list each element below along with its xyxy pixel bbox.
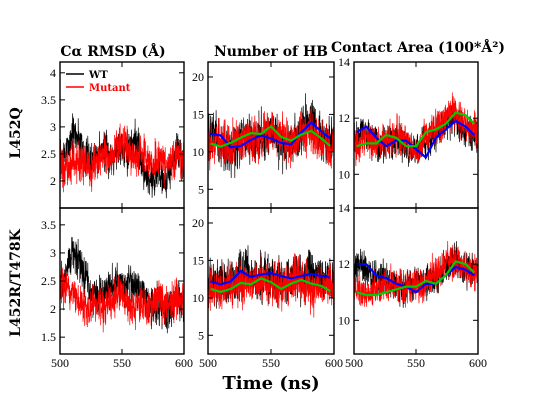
plot-area-2 bbox=[354, 92, 478, 167]
x-tick-label: 550 bbox=[262, 356, 280, 370]
x-tick-label: 500 bbox=[345, 356, 363, 370]
series-mutant-smooth bbox=[210, 125, 331, 148]
column-title-rmsd: Cα RMSD (Å) bbox=[60, 42, 165, 60]
plot-area-1 bbox=[208, 93, 334, 179]
y-tick-label: 3.5 bbox=[41, 218, 56, 232]
y-tick-label: 15 bbox=[192, 107, 204, 121]
y-tick-label: 3.5 bbox=[41, 93, 56, 107]
y-tick-label: 12 bbox=[338, 111, 350, 125]
y-tick-label: 12 bbox=[338, 257, 350, 271]
plot-area-4 bbox=[208, 245, 334, 318]
y-tick-label: 20 bbox=[192, 216, 204, 230]
y-tick-label: 14 bbox=[338, 201, 350, 215]
y-tick-label: 10 bbox=[192, 145, 204, 159]
panel-0: 2 2.5 3 3.5 4 WT Mutant bbox=[41, 61, 185, 209]
x-tick-label: 550 bbox=[407, 356, 425, 370]
row-label-l452q: L452Q bbox=[8, 107, 24, 158]
series-wt-smooth bbox=[210, 269, 331, 286]
y-tick-label: 10 bbox=[192, 291, 204, 305]
panel-4: 5 10 15 20 500 550 600 bbox=[192, 207, 343, 370]
y-tick-label: 2.5 bbox=[41, 147, 56, 161]
series-mutant-smooth bbox=[356, 111, 476, 148]
legend-label-wt: WT bbox=[88, 70, 108, 81]
x-axis-label: Time (ns) bbox=[222, 373, 319, 394]
y-tick-label: 1.5 bbox=[41, 330, 56, 344]
panels-group: 2 2.5 3 3.5 4 WT Mutant 5 10 15 20 10 12 14 1.5 2 2.5 3 3.… bbox=[41, 55, 487, 370]
column-title-contact-area: Contact Area (100*Å²) bbox=[331, 38, 505, 56]
series-mutant-trace bbox=[354, 92, 478, 167]
y-tick-label: 20 bbox=[192, 70, 204, 84]
series-mutant-smooth bbox=[210, 277, 331, 293]
y-tick-label: 5 bbox=[198, 328, 204, 342]
series-wt-smooth bbox=[210, 121, 331, 149]
y-tick-label: 10 bbox=[338, 313, 350, 327]
y-tick-label: 2.5 bbox=[41, 274, 56, 288]
x-tick-label: 550 bbox=[113, 356, 131, 370]
panel-2: 10 12 14 bbox=[338, 55, 479, 209]
x-tick-label: 500 bbox=[199, 356, 217, 370]
series-mutant-trace bbox=[60, 123, 184, 193]
plot-area-3 bbox=[60, 237, 184, 334]
x-tick-label: 600 bbox=[469, 356, 487, 370]
series-wt-trace bbox=[60, 237, 184, 334]
y-tick-label: 15 bbox=[192, 253, 204, 267]
panel-5: 10 12 14 500 550 600 bbox=[338, 201, 487, 370]
y-tick-label: 3 bbox=[50, 120, 56, 134]
series-wt-smooth bbox=[355, 119, 476, 159]
y-tick-label: 14 bbox=[338, 55, 350, 69]
panel-3: 1.5 2 2.5 3 3.5 500 550 600 bbox=[41, 207, 193, 370]
y-tick-label: 4 bbox=[50, 66, 56, 80]
y-tick-label: 2 bbox=[50, 302, 56, 316]
y-tick-label: 3 bbox=[50, 246, 56, 260]
y-tick-label: 5 bbox=[198, 182, 204, 196]
legend-label-mutant: Mutant bbox=[89, 83, 131, 94]
series-wt-smooth bbox=[356, 263, 475, 294]
x-tick-label: 600 bbox=[175, 356, 193, 370]
y-tick-label: 2 bbox=[50, 174, 56, 188]
series-mutant-smooth bbox=[356, 260, 476, 297]
plot-area-5 bbox=[354, 240, 478, 308]
x-tick-label: 600 bbox=[325, 356, 343, 370]
x-tick-label: 500 bbox=[51, 356, 69, 370]
y-tick-label: 10 bbox=[338, 167, 350, 181]
series-mutant-trace bbox=[60, 267, 184, 333]
row-label-l452r-t478k: L452R/T478K bbox=[8, 228, 24, 336]
series-mutant-trace bbox=[208, 108, 334, 171]
plot-area-0 bbox=[60, 113, 184, 199]
column-title-hb: Number of HB bbox=[214, 44, 328, 60]
panel-1: 5 10 15 20 bbox=[192, 61, 335, 209]
